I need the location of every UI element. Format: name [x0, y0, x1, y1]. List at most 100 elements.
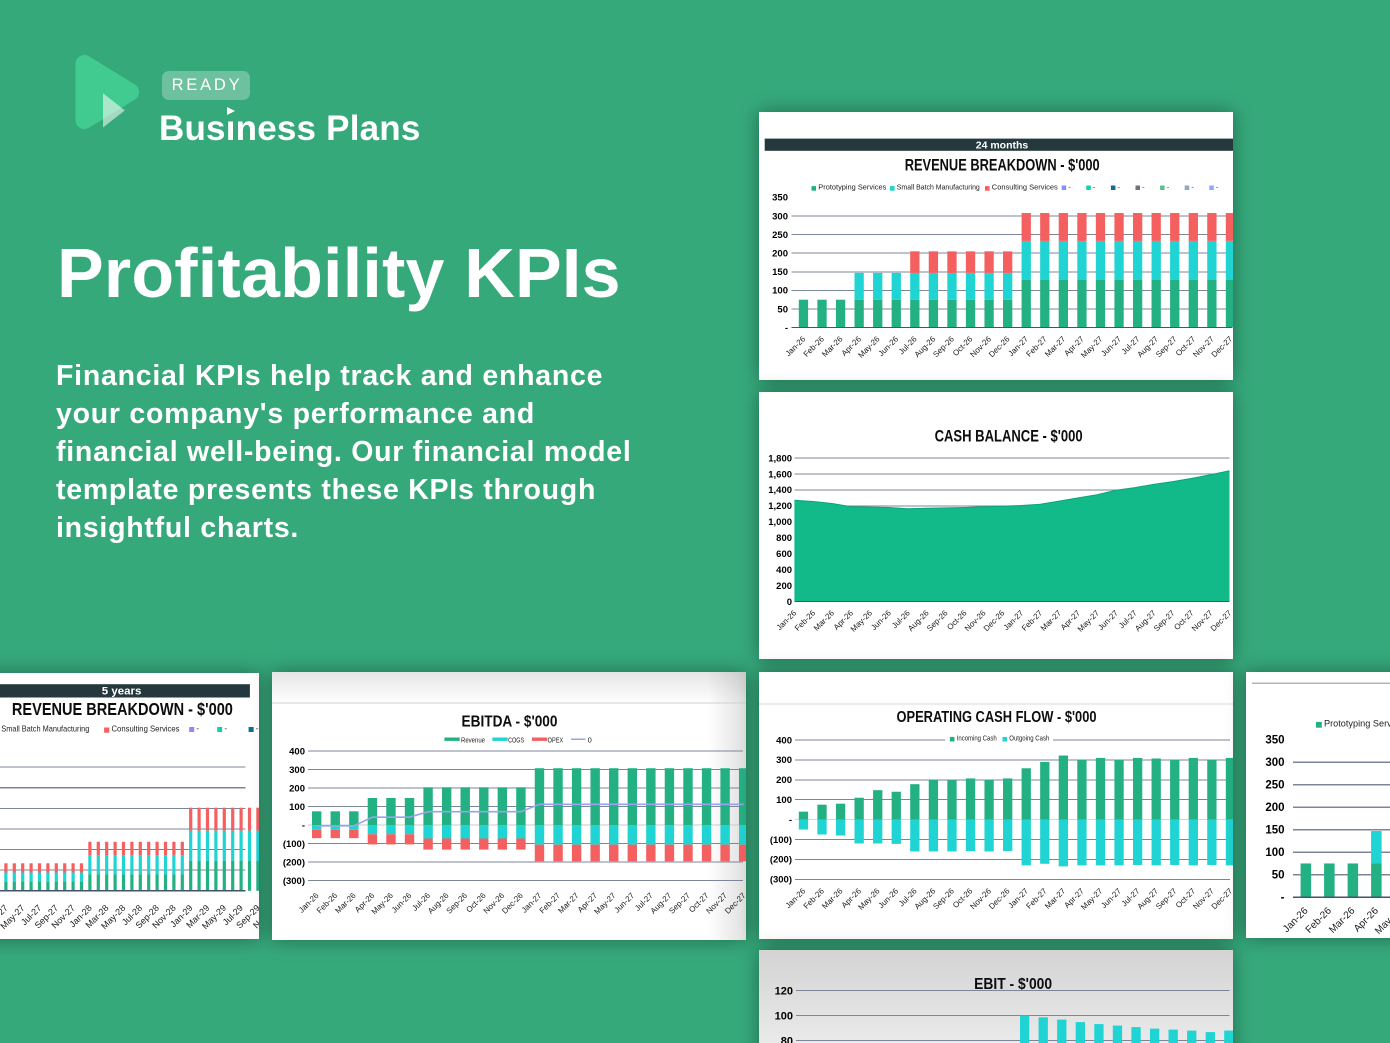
- svg-text:Sep-27: Sep-27: [1154, 886, 1179, 911]
- svg-text:24 months: 24 months: [975, 139, 1028, 151]
- svg-text:200: 200: [776, 581, 792, 592]
- svg-text:1,000: 1,000: [768, 518, 792, 529]
- svg-text:May-26: May-26: [369, 891, 395, 917]
- svg-text:Mar-26: Mar-26: [820, 886, 845, 911]
- svg-text:0: 0: [587, 736, 591, 745]
- svg-text:(200): (200): [282, 858, 304, 869]
- svg-text:50: 50: [1272, 870, 1285, 882]
- svg-text:80: 80: [780, 1036, 792, 1043]
- svg-text:300: 300: [289, 765, 305, 776]
- svg-text:300: 300: [772, 211, 788, 222]
- svg-text:Small Batch Manufacturing: Small Batch Manufacturing: [1, 723, 89, 733]
- svg-text:Dec-27: Dec-27: [1208, 609, 1233, 634]
- svg-text:CASH BALANCE - $'000: CASH BALANCE - $'000: [934, 428, 1082, 446]
- svg-text:May-27: May-27: [1079, 334, 1105, 360]
- svg-text:Dec-26: Dec-26: [987, 886, 1012, 911]
- svg-text:EBITDA - $'000: EBITDA - $'000: [461, 714, 557, 731]
- svg-text:Sep-26: Sep-26: [925, 609, 950, 634]
- svg-text:May-26: May-26: [848, 609, 874, 635]
- svg-text:Sep-27: Sep-27: [667, 891, 692, 916]
- svg-text:Sep-26: Sep-26: [931, 886, 956, 911]
- svg-text:50: 50: [777, 304, 788, 315]
- svg-text:Mar-26: Mar-26: [820, 334, 845, 359]
- svg-text:May-26: May-26: [856, 334, 882, 360]
- svg-text:-: -: [256, 723, 259, 733]
- svg-text:-: -: [1281, 892, 1285, 904]
- svg-text:Dec-26: Dec-26: [981, 609, 1006, 634]
- svg-text:Mar-26: Mar-26: [811, 609, 836, 634]
- svg-text:300: 300: [776, 755, 792, 766]
- svg-text:Sep-27: Sep-27: [1152, 609, 1177, 634]
- svg-text:350: 350: [1265, 735, 1284, 747]
- svg-text:1,400: 1,400: [768, 486, 792, 497]
- svg-text:Jun-26: Jun-26: [876, 334, 900, 358]
- svg-text:-: -: [196, 723, 199, 733]
- svg-text:-: -: [1191, 183, 1194, 192]
- svg-text:-: -: [1166, 183, 1169, 192]
- svg-text:Mar-27: Mar-27: [1038, 609, 1063, 634]
- svg-text:Sep-26: Sep-26: [931, 334, 956, 359]
- svg-text:Mar-27: Mar-27: [1043, 886, 1068, 911]
- svg-text:Jun-27: Jun-27: [1096, 609, 1120, 633]
- svg-text:200: 200: [772, 249, 788, 260]
- svg-text:250: 250: [772, 230, 788, 241]
- svg-text:Dec-26: Dec-26: [987, 334, 1012, 359]
- svg-text:May-27: May-27: [1075, 609, 1101, 635]
- svg-text:(100): (100): [769, 835, 791, 846]
- svg-text:(100): (100): [282, 839, 304, 850]
- svg-text:5 years: 5 years: [102, 685, 142, 697]
- svg-text:Dec-27: Dec-27: [1209, 334, 1233, 359]
- svg-text:400: 400: [776, 736, 792, 747]
- svg-text:100: 100: [774, 1011, 792, 1023]
- svg-text:1,200: 1,200: [768, 502, 792, 513]
- svg-text:400: 400: [776, 565, 792, 576]
- svg-text:Jun-27: Jun-27: [1099, 886, 1123, 910]
- svg-text:OPEX: OPEX: [547, 736, 562, 745]
- svg-text:Dec-26: Dec-26: [500, 891, 525, 916]
- svg-text:1,600: 1,600: [768, 470, 792, 481]
- svg-text:May-27: May-27: [592, 891, 618, 917]
- svg-text:300: 300: [1265, 757, 1284, 769]
- svg-text:0: 0: [786, 597, 791, 608]
- svg-text:-: -: [784, 323, 787, 334]
- svg-text:-: -: [1068, 183, 1071, 192]
- svg-text:Jun-26: Jun-26: [869, 609, 893, 633]
- svg-text:Mar-26: Mar-26: [333, 891, 358, 916]
- svg-text:200: 200: [1265, 802, 1284, 814]
- svg-text:OPERATING CASH FLOW - $'000: OPERATING CASH FLOW - $'000: [896, 709, 1096, 726]
- svg-text:150: 150: [772, 267, 788, 278]
- svg-text:-: -: [1215, 183, 1218, 192]
- svg-text:-: -: [301, 821, 304, 832]
- svg-text:(300): (300): [769, 875, 791, 886]
- svg-text:REVENUE BREAKDOWN - $'000: REVENUE BREAKDOWN - $'000: [904, 157, 1099, 175]
- svg-text:120: 120: [774, 986, 792, 998]
- svg-text:1,800: 1,800: [768, 454, 792, 465]
- svg-text:Small Batch Manufacturing: Small Batch Manufacturing: [896, 183, 979, 192]
- svg-text:-: -: [788, 815, 791, 826]
- svg-text:100: 100: [776, 795, 792, 806]
- svg-text:100: 100: [1265, 847, 1284, 859]
- svg-text:EBIT - $'000: EBIT - $'000: [974, 976, 1052, 993]
- svg-text:350: 350: [772, 193, 788, 204]
- svg-text:(300): (300): [282, 876, 304, 887]
- svg-text:100: 100: [289, 802, 305, 813]
- svg-text:Incoming Cash: Incoming Cash: [956, 734, 996, 743]
- svg-text:Dec-27: Dec-27: [723, 891, 747, 916]
- svg-text:Revenue: Revenue: [461, 736, 485, 745]
- svg-text:150: 150: [1265, 825, 1284, 837]
- svg-text:Outgoing Cash: Outgoing Cash: [1009, 734, 1049, 743]
- svg-text:-: -: [224, 723, 227, 733]
- svg-text:600: 600: [776, 549, 792, 560]
- svg-text:Consulting Services: Consulting Services: [112, 723, 180, 733]
- svg-text:Mar-27: Mar-27: [556, 891, 581, 916]
- svg-text:200: 200: [289, 784, 305, 795]
- svg-text:250: 250: [1265, 780, 1284, 792]
- svg-text:Jun-27: Jun-27: [612, 891, 636, 915]
- svg-text:Jun-27: Jun-27: [1099, 334, 1123, 358]
- svg-text:Dec-27: Dec-27: [1209, 886, 1233, 911]
- svg-text:Prototyping Services: Prototyping Services: [818, 183, 886, 192]
- svg-text:COGS: COGS: [508, 736, 524, 745]
- svg-text:Jun-26: Jun-26: [876, 886, 900, 910]
- svg-text:May-27: May-27: [1079, 886, 1105, 912]
- svg-text:May-26: May-26: [856, 886, 882, 912]
